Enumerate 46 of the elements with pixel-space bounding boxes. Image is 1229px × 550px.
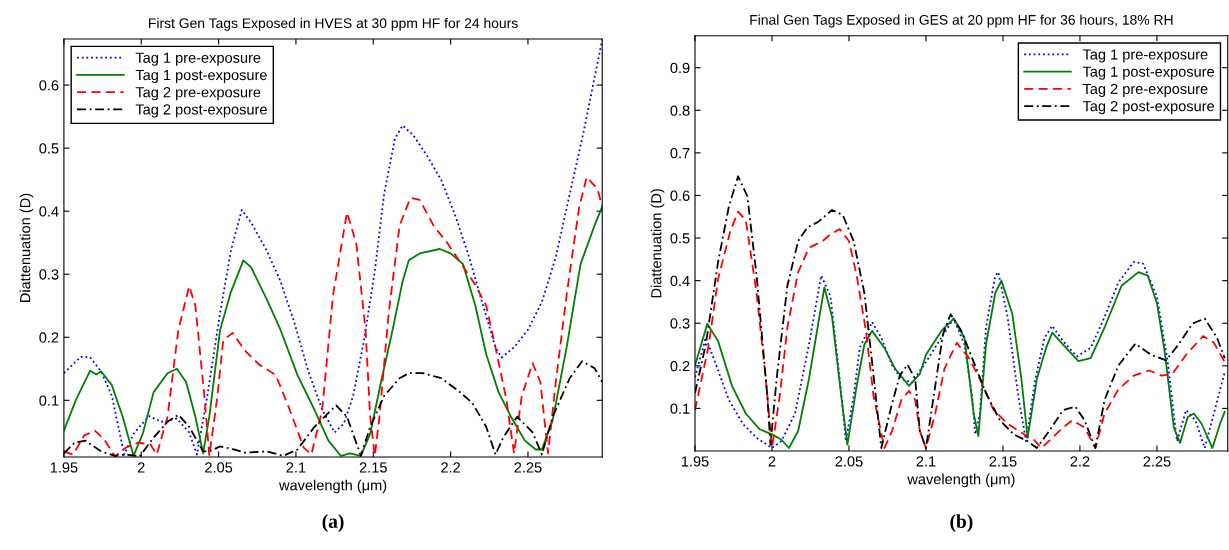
y-tick-label: 0.9	[670, 62, 690, 74]
legend-label: Tag 2 pre-exposure	[135, 87, 261, 101]
x-axis-title: wavelength (μm)	[907, 473, 1015, 488]
line-series	[63, 39, 603, 456]
y-axis-title: Diattenuation (D)	[19, 193, 34, 302]
x-axis-title: wavelength (μm)	[278, 479, 387, 494]
y-axis-title: Diattenuation (D)	[650, 189, 665, 298]
x-tick-label: 2.05	[205, 462, 233, 473]
x-tick-label: 2	[768, 456, 776, 467]
x-tick-label: 2.25	[1143, 456, 1171, 467]
x-tick-label: 2.2	[1070, 456, 1090, 467]
y-tick-label: 0.2	[670, 360, 690, 372]
legend-label: Tag 2 post-exposure	[135, 104, 267, 118]
text: (b)	[950, 514, 973, 532]
y-tick-label: 0.8	[670, 105, 690, 116]
x-tick-label: 2.1	[286, 462, 306, 473]
y-tick-label: 0.6	[670, 190, 690, 201]
y-tick-label: 0.2	[39, 332, 59, 343]
y-tick-label: 0.6	[39, 80, 59, 91]
text: (a)	[322, 514, 344, 532]
y-tick-label: 0.1	[670, 403, 690, 414]
y-tick-label: 0.4	[39, 206, 59, 217]
x-tick-label: 1.95	[50, 462, 78, 473]
x-tick-label: 2.05	[835, 456, 863, 467]
legend-label: Tag 2 pre-exposure	[1082, 83, 1208, 97]
y-tick-label: 0.5	[39, 143, 59, 154]
legend-label: Tag 1 pre-exposure	[135, 52, 261, 66]
x-tick-label: 2.1	[916, 456, 936, 467]
x-tick-label: 2	[137, 462, 145, 473]
y-tick-label: 0.3	[39, 269, 59, 280]
y-tick-label: 0.7	[670, 147, 690, 159]
x-tick-label: 1.95	[681, 456, 709, 467]
x-tick-label: 2.15	[989, 456, 1017, 467]
y-tick-label: 0.5	[670, 233, 690, 244]
legend-label: Tag 2 post-exposure	[1082, 100, 1215, 115]
y-tick-label: 0.3	[670, 318, 690, 329]
legend-label: Tag 1 post-exposure	[135, 69, 267, 84]
x-tick-label: 2.25	[514, 462, 542, 473]
chart-title: First Gen Tags Exposed in HVES at 30 ppm HF for 24 hours	[149, 17, 518, 31]
y-tick-label: 0.1	[39, 395, 59, 406]
legend-label: Tag 1 pre-exposure	[1082, 49, 1208, 63]
x-tick-label: 2.15	[359, 462, 387, 473]
chart-title: Final Gen Tags Exposed in GES at 20 ppm HF for 36 hours, 18% RH	[750, 14, 1173, 28]
x-tick-label: 2.2	[441, 462, 461, 473]
legend-label: Tag 1 post-exposure	[1082, 66, 1215, 80]
y-tick-label: 0.4	[670, 275, 690, 287]
